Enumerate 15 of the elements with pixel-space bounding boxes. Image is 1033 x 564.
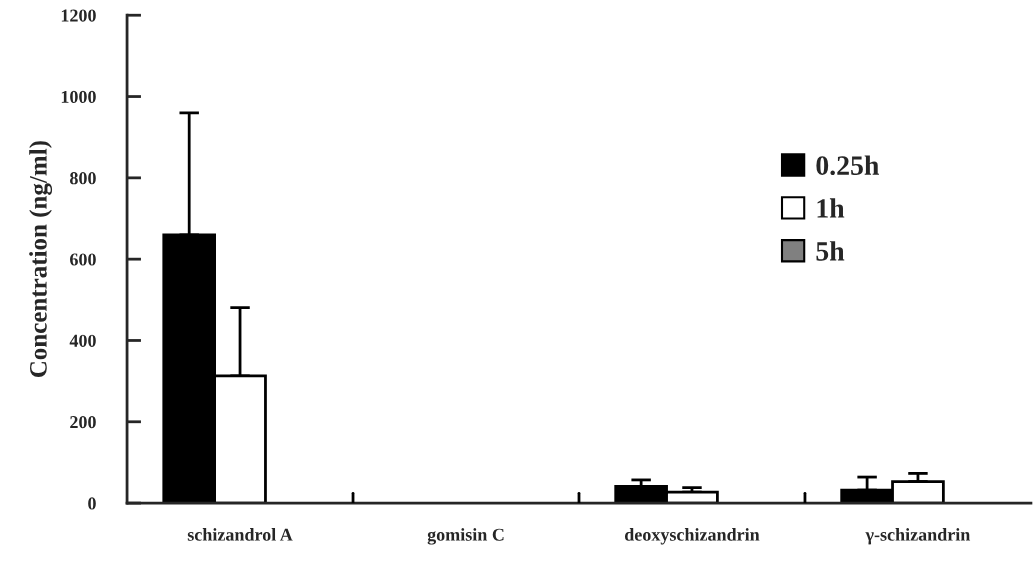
legend-label: 1h bbox=[817, 198, 845, 218]
y-tick-label: 800 bbox=[70, 172, 96, 185]
y-axis-title: Concentration (ng/ml) bbox=[29, 141, 53, 378]
y-tick-label: 200 bbox=[70, 416, 96, 429]
x-tick-label: deoxyschizandrin bbox=[624, 528, 760, 545]
y-tick-label: 400 bbox=[69, 334, 96, 347]
x-tick-label: γ-schizandrin bbox=[865, 528, 971, 545]
x-tick-label: gomisin C bbox=[427, 528, 504, 545]
legend-label: 0.25h bbox=[816, 155, 879, 176]
x-tick-label: schizandrol A bbox=[187, 528, 293, 541]
y-tick-label: 0 bbox=[88, 497, 96, 510]
y-tick-label: 1200 bbox=[61, 9, 96, 22]
legend-label: 5h bbox=[816, 241, 845, 261]
y-tick-label: 1000 bbox=[61, 90, 96, 103]
y-tick-label: 600 bbox=[70, 253, 96, 266]
